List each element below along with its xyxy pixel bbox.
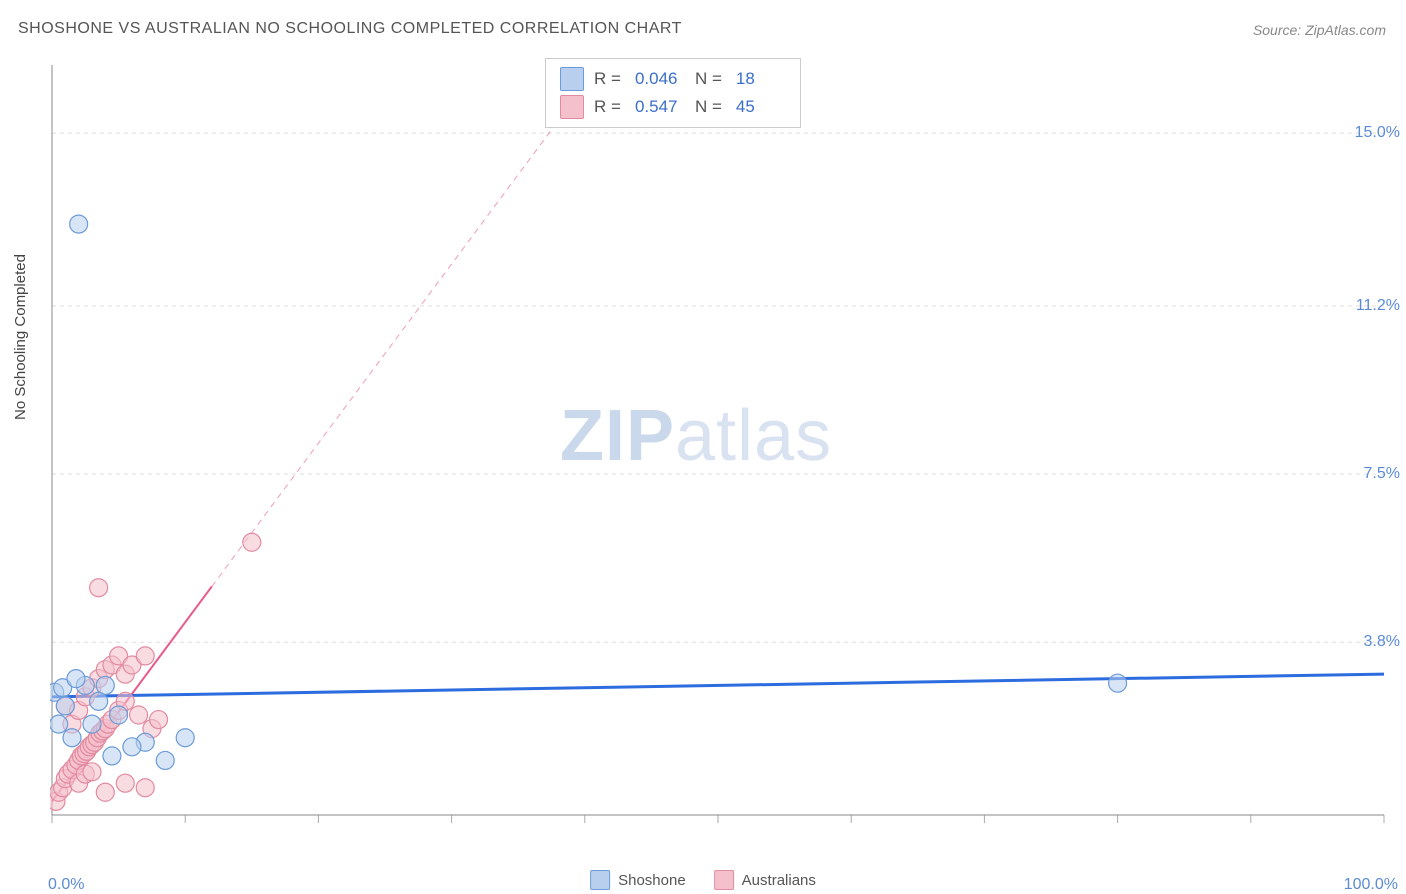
y-tick-label: 11.2% (1356, 297, 1400, 315)
x-axis-max-label: 100.0% (1344, 876, 1398, 894)
source-attribution: Source: ZipAtlas.com (1253, 22, 1386, 38)
scatter-plot-svg (50, 55, 1386, 845)
legend: Shoshone Australians (590, 870, 816, 890)
y-tick-label: 3.8% (1364, 633, 1400, 651)
stats-swatch-shoshone (560, 67, 584, 91)
legend-item-australians: Australians (714, 870, 816, 890)
stats-row-australians: R = 0.547 N = 45 (560, 93, 786, 121)
n-value-australians: 45 (736, 97, 786, 117)
legend-swatch-shoshone (590, 870, 610, 890)
legend-label-shoshone: Shoshone (618, 872, 686, 889)
y-tick-label: 15.0% (1355, 124, 1400, 142)
stats-row-shoshone: R = 0.046 N = 18 (560, 65, 786, 93)
legend-swatch-australians (714, 870, 734, 890)
y-axis-label: No Schooling Completed (12, 254, 29, 420)
correlation-stats-box: R = 0.046 N = 18 R = 0.547 N = 45 (545, 58, 801, 128)
chart-plot-area (50, 55, 1386, 845)
chart-title: SHOSHONE VS AUSTRALIAN NO SCHOOLING COMP… (18, 20, 682, 38)
x-axis-min-label: 0.0% (48, 876, 84, 894)
legend-label-australians: Australians (742, 872, 816, 889)
n-label: N = (695, 69, 722, 89)
r-value-shoshone: 0.046 (635, 69, 685, 89)
legend-item-shoshone: Shoshone (590, 870, 686, 890)
n-value-shoshone: 18 (736, 69, 786, 89)
y-tick-label: 7.5% (1364, 465, 1400, 483)
n-label: N = (695, 97, 722, 117)
r-value-australians: 0.547 (635, 97, 685, 117)
r-label: R = (594, 97, 621, 117)
r-label: R = (594, 69, 621, 89)
stats-swatch-australians (560, 95, 584, 119)
